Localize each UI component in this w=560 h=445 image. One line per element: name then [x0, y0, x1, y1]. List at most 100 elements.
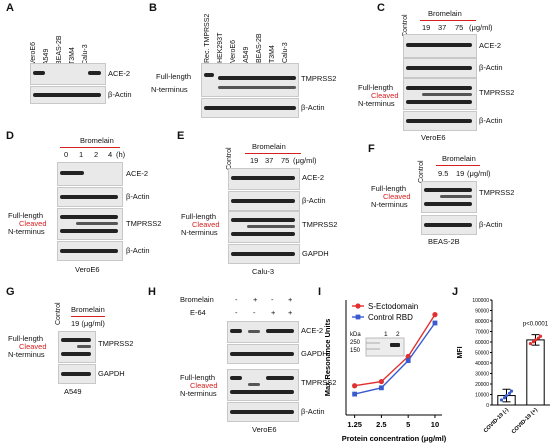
dose: 19	[456, 169, 465, 178]
inset-mark: 250	[350, 340, 361, 346]
row-label: ACE-2	[301, 326, 324, 335]
inset-kda-label: kDa	[350, 332, 361, 338]
legend-marker	[355, 303, 361, 309]
row-label: ACE-2	[302, 173, 325, 182]
y-tick-label: 30000	[475, 372, 489, 378]
panel-f-letter: F	[368, 143, 375, 155]
x-tick-label: 5	[406, 420, 410, 429]
row-label: TMPRSS2	[98, 339, 134, 348]
blot-tmprss2	[421, 181, 477, 213]
sign: -	[235, 308, 238, 317]
dot-point	[538, 334, 543, 338]
treatment-line	[60, 147, 120, 148]
row-label: ACE-2	[479, 41, 502, 50]
blot-actin	[227, 402, 299, 422]
left-label-cleaved: Cleaved	[19, 219, 47, 228]
row-label: TMPRSS2	[301, 74, 337, 83]
treatment-label: E-64	[190, 308, 206, 317]
inset-blot	[365, 337, 405, 357]
cell-line: BEAS-2B	[428, 237, 460, 246]
sign: +	[271, 308, 276, 317]
left-label: N-terminus	[8, 227, 45, 236]
cell-line: Calu-3	[252, 267, 275, 276]
inset-gel: kDa 250 150 1 2	[350, 331, 405, 357]
x-tick-label: 2.5	[376, 420, 386, 429]
left-label: Full-length	[180, 373, 216, 382]
row-label: TMPRSS2	[479, 188, 515, 197]
line-chart-i: 1.25 2.5 5 10 Protein concentration (μg/ml) M…	[323, 300, 447, 443]
left-label: Full-length	[181, 212, 217, 221]
treatment-label: Bromelain	[180, 295, 214, 304]
y-tick-label: 70000	[475, 330, 489, 336]
unit: (h)	[116, 150, 126, 159]
blot-gapdh	[228, 244, 300, 264]
y-axis-label: Max Resonance Units	[323, 319, 332, 397]
dot-point	[507, 391, 512, 395]
time: 4	[108, 150, 113, 159]
dose: 9.5	[438, 169, 449, 178]
legend-label: Control RBD	[368, 313, 413, 322]
series-line-control-rbd	[354, 322, 436, 395]
left-label: Full-length	[8, 334, 44, 343]
blot-gapdh	[58, 364, 96, 384]
treatment-label: Bromelain	[80, 136, 114, 145]
data-point	[405, 358, 411, 364]
treatment-label: Bromelain	[252, 142, 286, 151]
legend-marker	[355, 314, 361, 320]
blot-tmprss2	[228, 211, 300, 243]
left-label-cleaved: Cleaved	[383, 192, 411, 201]
blot-actin	[201, 98, 299, 118]
blot-tmprss2	[58, 331, 96, 363]
inset-band	[390, 343, 400, 347]
lane-label: VeroE6	[30, 42, 37, 65]
left-label: N-terminus	[181, 228, 218, 237]
lane-label: Calu-3	[282, 42, 289, 63]
blot-ace2	[403, 34, 477, 58]
y-tick-label: 40000	[475, 361, 489, 367]
left-label-cleaved: Cleaved	[371, 91, 399, 100]
left-label-cleaved: Cleaved	[192, 220, 220, 229]
row-label: β-Actin	[301, 103, 325, 112]
y-tick-label: 10000	[475, 393, 489, 399]
x-tick-label: 10	[431, 420, 439, 429]
left-label: N-terminus	[180, 389, 217, 398]
row-label: ACE-2	[126, 169, 149, 178]
row-label: β-Actin	[479, 63, 503, 72]
left-label: Full-length	[156, 72, 192, 81]
dot-point	[528, 341, 533, 346]
blot-tmprss2	[201, 63, 299, 97]
control-label: Control	[418, 160, 425, 183]
row-label: TMPRSS2	[126, 219, 162, 228]
row-label: β-Actin	[126, 192, 150, 201]
y-tick-label: 20000	[475, 382, 489, 388]
panel-e-letter: E	[177, 130, 185, 142]
y-axis-label: MFI	[457, 346, 464, 358]
lane-label: A549	[243, 46, 250, 63]
x-tick-label: COVID-19 (+)	[511, 407, 539, 435]
left-label-cleaved: Cleaved	[190, 381, 218, 390]
panel-j-letter: J	[452, 286, 459, 298]
treatment-label: Bromelain	[428, 9, 462, 18]
sign: -	[235, 295, 238, 304]
cell-line: VeroE6	[421, 133, 446, 142]
blot-ace2	[227, 321, 299, 343]
inset-mark: 150	[350, 348, 361, 354]
p-value-label: p<0.0001	[523, 321, 549, 327]
lane-label: T3M4	[269, 45, 276, 63]
sign: -	[253, 308, 256, 317]
y-tick-label: 90000	[475, 309, 489, 315]
blot-ace2	[57, 162, 123, 186]
inset-lane-label: 2	[396, 331, 400, 338]
panel-i-letter: I	[318, 286, 322, 298]
panel-d-letter: D	[6, 130, 14, 142]
blot-tmprss2	[403, 78, 477, 110]
left-label: Full-length	[371, 184, 407, 193]
sign: +	[288, 308, 293, 317]
dot-point	[533, 338, 538, 342]
unit: (μg/ml)	[469, 23, 493, 32]
time: 2	[94, 150, 99, 159]
row-label: GAPDH	[302, 249, 329, 258]
panel-c-letter: C	[377, 2, 385, 14]
lane-label: Rec. TMPRSS2	[204, 13, 211, 63]
blot-actin	[403, 111, 477, 131]
